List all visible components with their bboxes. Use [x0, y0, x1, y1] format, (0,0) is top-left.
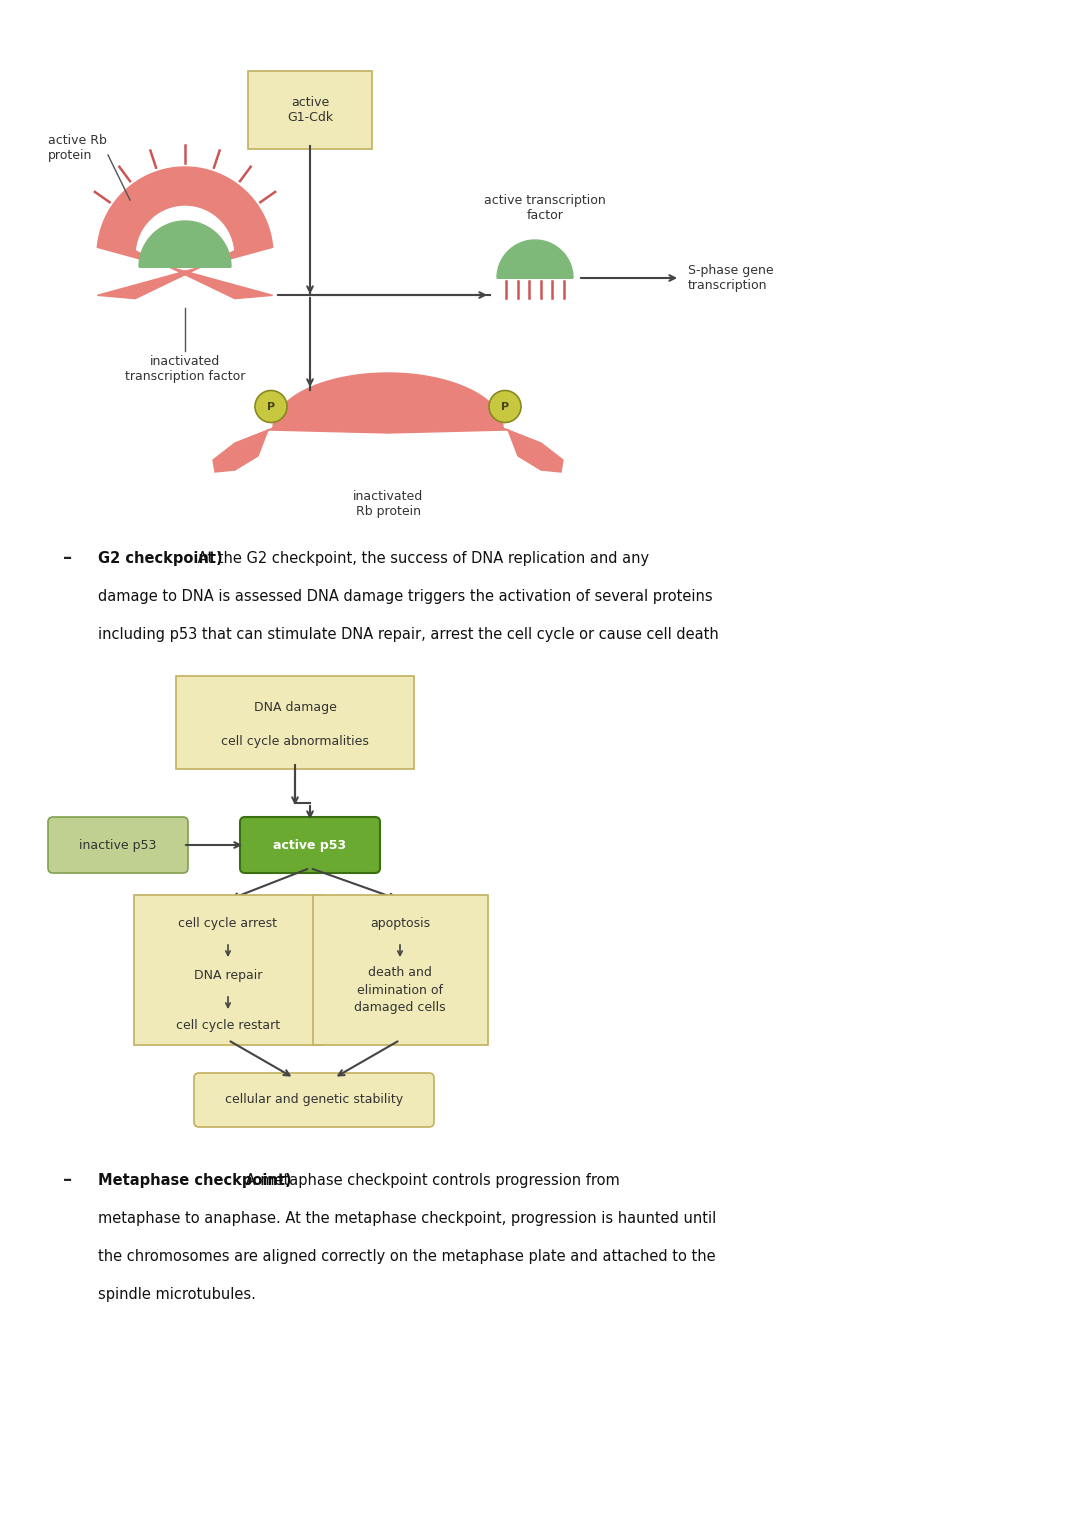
FancyBboxPatch shape [176, 676, 414, 769]
Text: cell cycle arrest: cell cycle arrest [178, 918, 278, 930]
Text: active transcription
factor: active transcription factor [484, 194, 606, 223]
FancyBboxPatch shape [312, 895, 487, 1045]
Text: Metaphase checkpoint): Metaphase checkpoint) [98, 1173, 292, 1188]
Text: inactive p53: inactive p53 [79, 839, 157, 851]
FancyBboxPatch shape [48, 817, 188, 872]
Text: G2 checkpoint): G2 checkpoint) [98, 551, 222, 566]
Text: the chromosomes are aligned correctly on the metaphase plate and attached to the: the chromosomes are aligned correctly on… [98, 1249, 716, 1264]
FancyBboxPatch shape [134, 895, 322, 1045]
Text: cellular and genetic stability: cellular and genetic stability [225, 1093, 403, 1107]
Text: DNA repair: DNA repair [193, 970, 262, 982]
Text: metaphase to anaphase. At the metaphase checkpoint, progression is haunted until: metaphase to anaphase. At the metaphase … [98, 1211, 716, 1226]
Text: apoptosis: apoptosis [370, 918, 430, 930]
FancyBboxPatch shape [240, 817, 380, 872]
Text: inactivated
Rb protein: inactivated Rb protein [353, 490, 423, 519]
Text: At the G2 checkpoint, the success of DNA replication and any: At the G2 checkpoint, the success of DNA… [193, 551, 649, 566]
Text: P: P [501, 401, 509, 412]
Text: P: P [267, 401, 275, 412]
Polygon shape [139, 221, 231, 267]
Text: cell cycle abnormalities: cell cycle abnormalities [221, 735, 369, 749]
Text: inactivated
transcription factor: inactivated transcription factor [125, 355, 245, 383]
Text: including p53 that can stimulate DNA repair, arrest the cell cycle or cause cell: including p53 that can stimulate DNA rep… [98, 627, 719, 642]
Polygon shape [497, 239, 573, 278]
Text: A metaphase checkpoint controls progression from: A metaphase checkpoint controls progress… [241, 1173, 620, 1188]
Text: death and
elimination of
damaged cells: death and elimination of damaged cells [354, 967, 446, 1014]
Circle shape [255, 390, 287, 422]
Text: S-phase gene
transcription: S-phase gene transcription [688, 264, 773, 291]
Text: active p53: active p53 [273, 839, 347, 851]
Polygon shape [97, 168, 272, 299]
Text: cell cycle restart: cell cycle restart [176, 1020, 280, 1032]
FancyBboxPatch shape [194, 1074, 434, 1127]
Text: active Rb
protein: active Rb protein [48, 134, 107, 162]
Text: –: – [64, 549, 72, 567]
Text: –: – [64, 1171, 72, 1190]
Text: damage to DNA is assessed DNA damage triggers the activation of several proteins: damage to DNA is assessed DNA damage tri… [98, 589, 713, 604]
Text: active
G1-Cdk: active G1-Cdk [287, 96, 333, 124]
Text: DNA damage: DNA damage [254, 702, 337, 715]
Text: spindle microtubules.: spindle microtubules. [98, 1287, 256, 1301]
Circle shape [489, 390, 521, 422]
Polygon shape [213, 374, 563, 473]
FancyBboxPatch shape [248, 72, 372, 149]
